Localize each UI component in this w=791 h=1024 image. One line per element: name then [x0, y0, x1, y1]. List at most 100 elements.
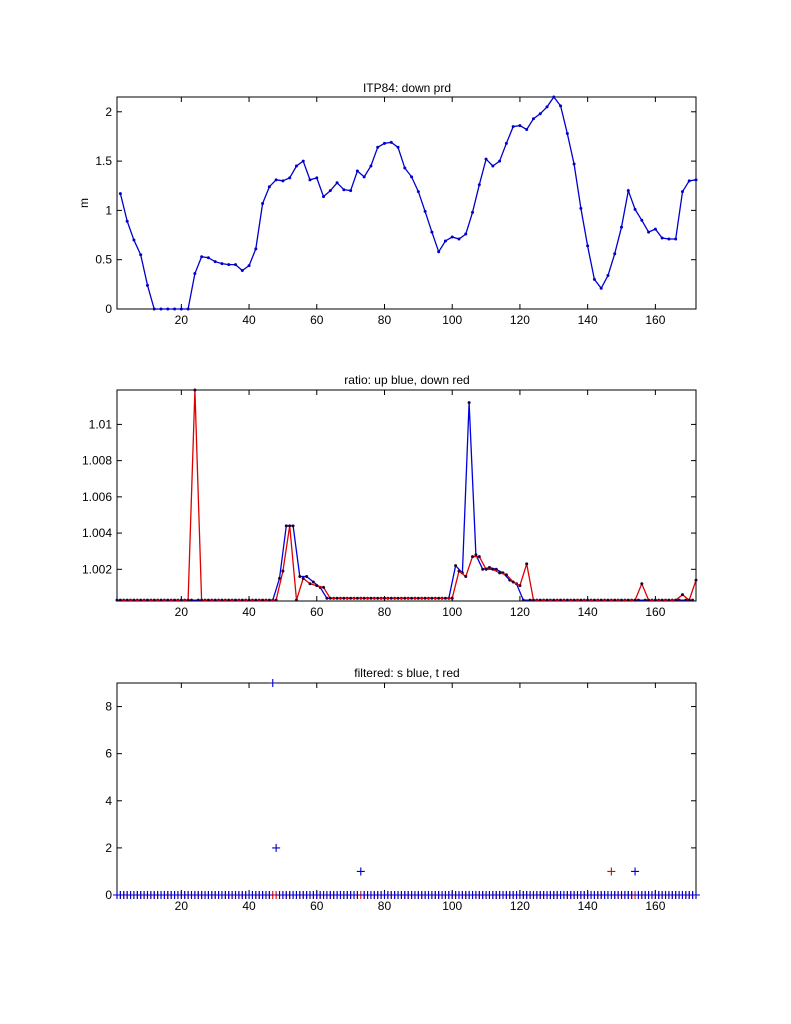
data-point: [376, 596, 380, 600]
data-point: [159, 307, 163, 311]
data-point: [294, 164, 298, 168]
axes-2: 20 40 60 80 100 120 140 160 0 2 4 6 8: [105, 679, 700, 913]
data-point: [680, 190, 684, 194]
data-point: [692, 891, 700, 899]
data-point: [328, 189, 332, 193]
data-point: [607, 867, 616, 876]
data-point: [640, 582, 644, 586]
y-tick-label: 0: [105, 888, 112, 902]
data-point: [322, 585, 326, 589]
data-point: [633, 207, 637, 211]
data-point: [362, 596, 366, 600]
data-point: [261, 201, 265, 205]
data-point: [328, 596, 332, 600]
panel-depth: ITP84: down prd m: [77, 81, 451, 208]
data-point: [467, 401, 471, 405]
data-point: [234, 598, 238, 602]
x-tick-label: 80: [378, 313, 392, 327]
data-point: [227, 263, 231, 267]
data-point: [504, 141, 508, 145]
data-point: [481, 567, 485, 571]
series-0: [115, 401, 695, 602]
data-point: [272, 843, 281, 852]
x-tick-label: 100: [442, 899, 462, 913]
data-point: [643, 598, 647, 602]
data-point: [288, 176, 292, 180]
data-point: [234, 263, 238, 267]
data-point: [677, 598, 681, 602]
data-point: [308, 178, 312, 182]
data-point: [450, 596, 454, 600]
data-point: [403, 596, 407, 600]
x-tick-label: 60: [310, 313, 324, 327]
data-point: [531, 598, 535, 602]
data-point: [213, 260, 217, 264]
data-point: [145, 598, 149, 602]
data-point: [443, 596, 447, 600]
data-point: [579, 206, 583, 210]
data-point: [437, 250, 441, 254]
data-point: [382, 141, 386, 145]
data-point: [335, 596, 339, 600]
panel-ratio: ratio: up blue, down red: [344, 373, 469, 387]
data-point: [382, 596, 386, 600]
data-point: [423, 596, 427, 600]
series-line: [117, 402, 693, 601]
data-point: [281, 179, 285, 183]
data-point: [305, 575, 309, 579]
data-point: [220, 598, 224, 602]
y-axis-label: m: [77, 198, 91, 208]
data-point: [294, 598, 298, 602]
data-point: [471, 210, 475, 214]
data-point: [450, 235, 454, 239]
data-point: [684, 598, 688, 602]
data-point: [545, 598, 549, 602]
data-point: [660, 236, 664, 240]
data-point: [613, 252, 617, 256]
data-point: [349, 189, 353, 193]
y-tick-label: 2: [105, 841, 112, 855]
data-point: [633, 598, 637, 602]
data-point: [335, 181, 339, 185]
axes-frame: [116, 682, 697, 896]
data-point: [464, 575, 468, 579]
y-tick-label: 6: [105, 747, 112, 761]
data-point: [457, 237, 461, 241]
data-point: [491, 567, 495, 571]
data-point: [423, 209, 427, 213]
data-point: [227, 598, 231, 602]
data-point: [261, 598, 265, 602]
data-point: [125, 219, 129, 223]
data-point: [620, 598, 624, 602]
data-point: [484, 567, 488, 571]
data-point: [410, 596, 414, 600]
data-point: [369, 596, 373, 600]
series-0: [118, 95, 698, 311]
data-point: [606, 273, 610, 277]
data-point: [647, 598, 651, 602]
data-point: [687, 179, 691, 183]
data-point: [626, 598, 630, 602]
data-point: [518, 584, 522, 588]
x-tick-label: 120: [510, 899, 530, 913]
data-point: [538, 112, 542, 116]
data-point: [186, 598, 190, 602]
data-point: [353, 891, 362, 899]
data-point: [667, 598, 671, 602]
data-point: [322, 195, 326, 199]
data-point: [267, 598, 271, 602]
data-point: [159, 598, 163, 602]
series-line: [119, 95, 697, 310]
data-point: [660, 598, 664, 602]
y-tick-label: 1.008: [82, 454, 112, 468]
data-point: [355, 169, 359, 173]
data-point: [342, 188, 346, 192]
data-point: [179, 598, 183, 602]
data-point: [464, 232, 468, 236]
panel-title: ratio: up blue, down red: [344, 373, 469, 387]
data-point: [298, 575, 302, 579]
data-point: [565, 131, 569, 135]
data-point: [349, 596, 353, 600]
x-tick-label: 160: [645, 899, 665, 913]
y-tick-label: 1.5: [95, 154, 112, 168]
